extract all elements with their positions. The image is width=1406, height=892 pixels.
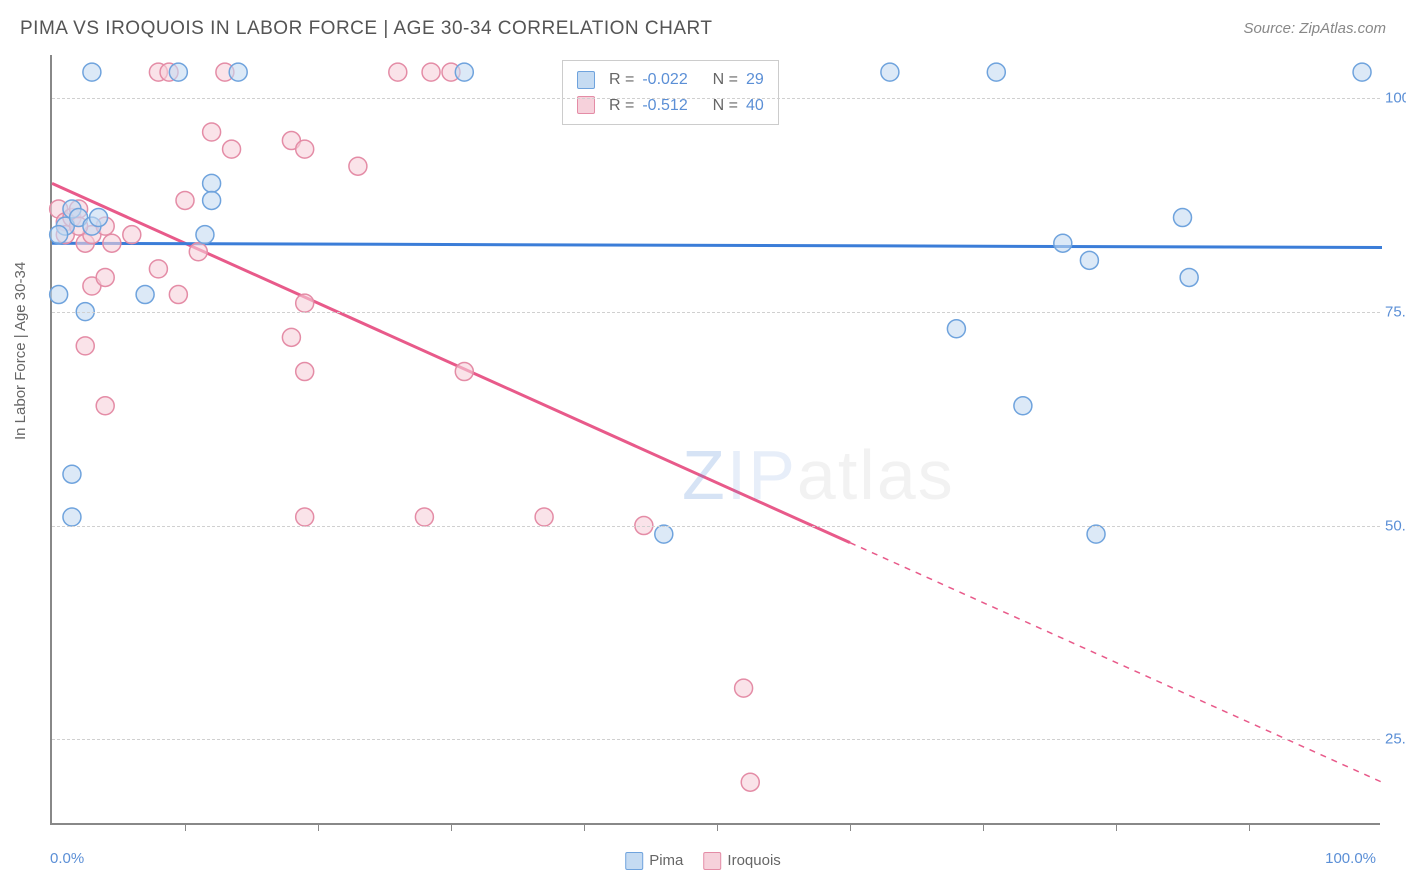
iroquois-point <box>349 157 367 175</box>
pima-point <box>455 63 473 81</box>
plot-area: R = -0.022 N = 29R = -0.512 N = 40 ZIPat… <box>50 55 1380 825</box>
iroquois-point <box>149 260 167 278</box>
iroquois-point <box>96 268 114 286</box>
legend-correlation-row: R = -0.022 N = 29 <box>577 67 764 93</box>
pima-point <box>63 465 81 483</box>
pima-point <box>50 286 68 304</box>
chart-title: PIMA VS IROQUOIS IN LABOR FORCE | AGE 30… <box>20 18 713 40</box>
x-tick <box>185 823 186 831</box>
legend-swatch <box>577 71 595 89</box>
x-tick <box>1116 823 1117 831</box>
x-axis-min-label: 0.0% <box>50 850 84 867</box>
pima-point <box>90 209 108 227</box>
pima-point <box>881 63 899 81</box>
iroquois-point <box>535 508 553 526</box>
gridline <box>52 98 1380 99</box>
gridline <box>52 312 1380 313</box>
pima-point <box>50 226 68 244</box>
x-tick <box>584 823 585 831</box>
y-tick-label: 75.0% <box>1385 303 1406 320</box>
correlation-legend: R = -0.022 N = 29R = -0.512 N = 40 <box>562 60 779 125</box>
legend-r-value: -0.512 <box>642 93 687 119</box>
pima-point <box>655 525 673 543</box>
pima-point <box>1054 234 1072 252</box>
pima-point <box>1014 397 1032 415</box>
legend-swatch <box>625 852 643 870</box>
pima-point <box>1080 251 1098 269</box>
source-label: Source: ZipAtlas.com <box>1243 20 1386 37</box>
pima-point <box>1087 525 1105 543</box>
iroquois-point <box>203 123 221 141</box>
iroquois-regression-line <box>52 183 850 542</box>
legend-n-label: N = <box>713 93 738 119</box>
legend-r-value: -0.022 <box>642 67 687 93</box>
pima-point <box>947 320 965 338</box>
iroquois-point <box>296 140 314 158</box>
iroquois-point <box>223 140 241 158</box>
x-tick <box>850 823 851 831</box>
gridline <box>52 739 1380 740</box>
iroquois-point <box>103 234 121 252</box>
pima-point <box>136 286 154 304</box>
legend-series-label: Pima <box>649 852 683 869</box>
iroquois-point <box>296 363 314 381</box>
y-tick-label: 100.0% <box>1385 89 1406 106</box>
legend-n-value: 29 <box>746 67 764 93</box>
iroquois-point <box>455 363 473 381</box>
y-tick-label: 25.0% <box>1385 731 1406 748</box>
legend-n-label: N = <box>713 67 738 93</box>
iroquois-point <box>176 191 194 209</box>
iroquois-point <box>415 508 433 526</box>
pima-point <box>83 63 101 81</box>
x-tick <box>451 823 452 831</box>
legend-correlation-row: R = -0.512 N = 40 <box>577 93 764 119</box>
pima-point <box>1353 63 1371 81</box>
iroquois-point <box>189 243 207 261</box>
legend-series-label: Iroquois <box>727 852 780 869</box>
legend-r-label: R = <box>609 67 634 93</box>
legend-r-label: R = <box>609 93 634 119</box>
iroquois-point <box>96 397 114 415</box>
chart-svg <box>52 55 1380 823</box>
iroquois-point <box>296 508 314 526</box>
pima-regression-line <box>52 243 1382 247</box>
gridline <box>52 526 1380 527</box>
pima-point <box>169 63 187 81</box>
pima-point <box>203 191 221 209</box>
pima-point <box>63 508 81 526</box>
iroquois-point <box>282 328 300 346</box>
pima-point <box>203 174 221 192</box>
iroquois-point <box>123 226 141 244</box>
pima-point <box>987 63 1005 81</box>
pima-point <box>1180 268 1198 286</box>
pima-point <box>229 63 247 81</box>
legend-swatch <box>577 96 595 114</box>
legend-swatch <box>703 852 721 870</box>
y-axis-label: In Labor Force | Age 30-34 <box>12 262 29 440</box>
x-tick <box>717 823 718 831</box>
y-tick-label: 50.0% <box>1385 517 1406 534</box>
iroquois-point <box>735 679 753 697</box>
iroquois-regression-dashed <box>850 543 1382 783</box>
iroquois-point <box>741 773 759 791</box>
x-tick <box>983 823 984 831</box>
pima-point <box>196 226 214 244</box>
iroquois-point <box>296 294 314 312</box>
iroquois-point <box>169 286 187 304</box>
pima-point <box>1174 209 1192 227</box>
iroquois-point <box>422 63 440 81</box>
legend-n-value: 40 <box>746 93 764 119</box>
x-tick <box>1249 823 1250 831</box>
iroquois-point <box>76 337 94 355</box>
series-legend: Pima Iroquois <box>625 852 781 870</box>
iroquois-point <box>389 63 407 81</box>
legend-series-item: Iroquois <box>703 852 780 870</box>
x-axis-max-label: 100.0% <box>1325 850 1376 867</box>
x-tick <box>318 823 319 831</box>
legend-series-item: Pima <box>625 852 683 870</box>
